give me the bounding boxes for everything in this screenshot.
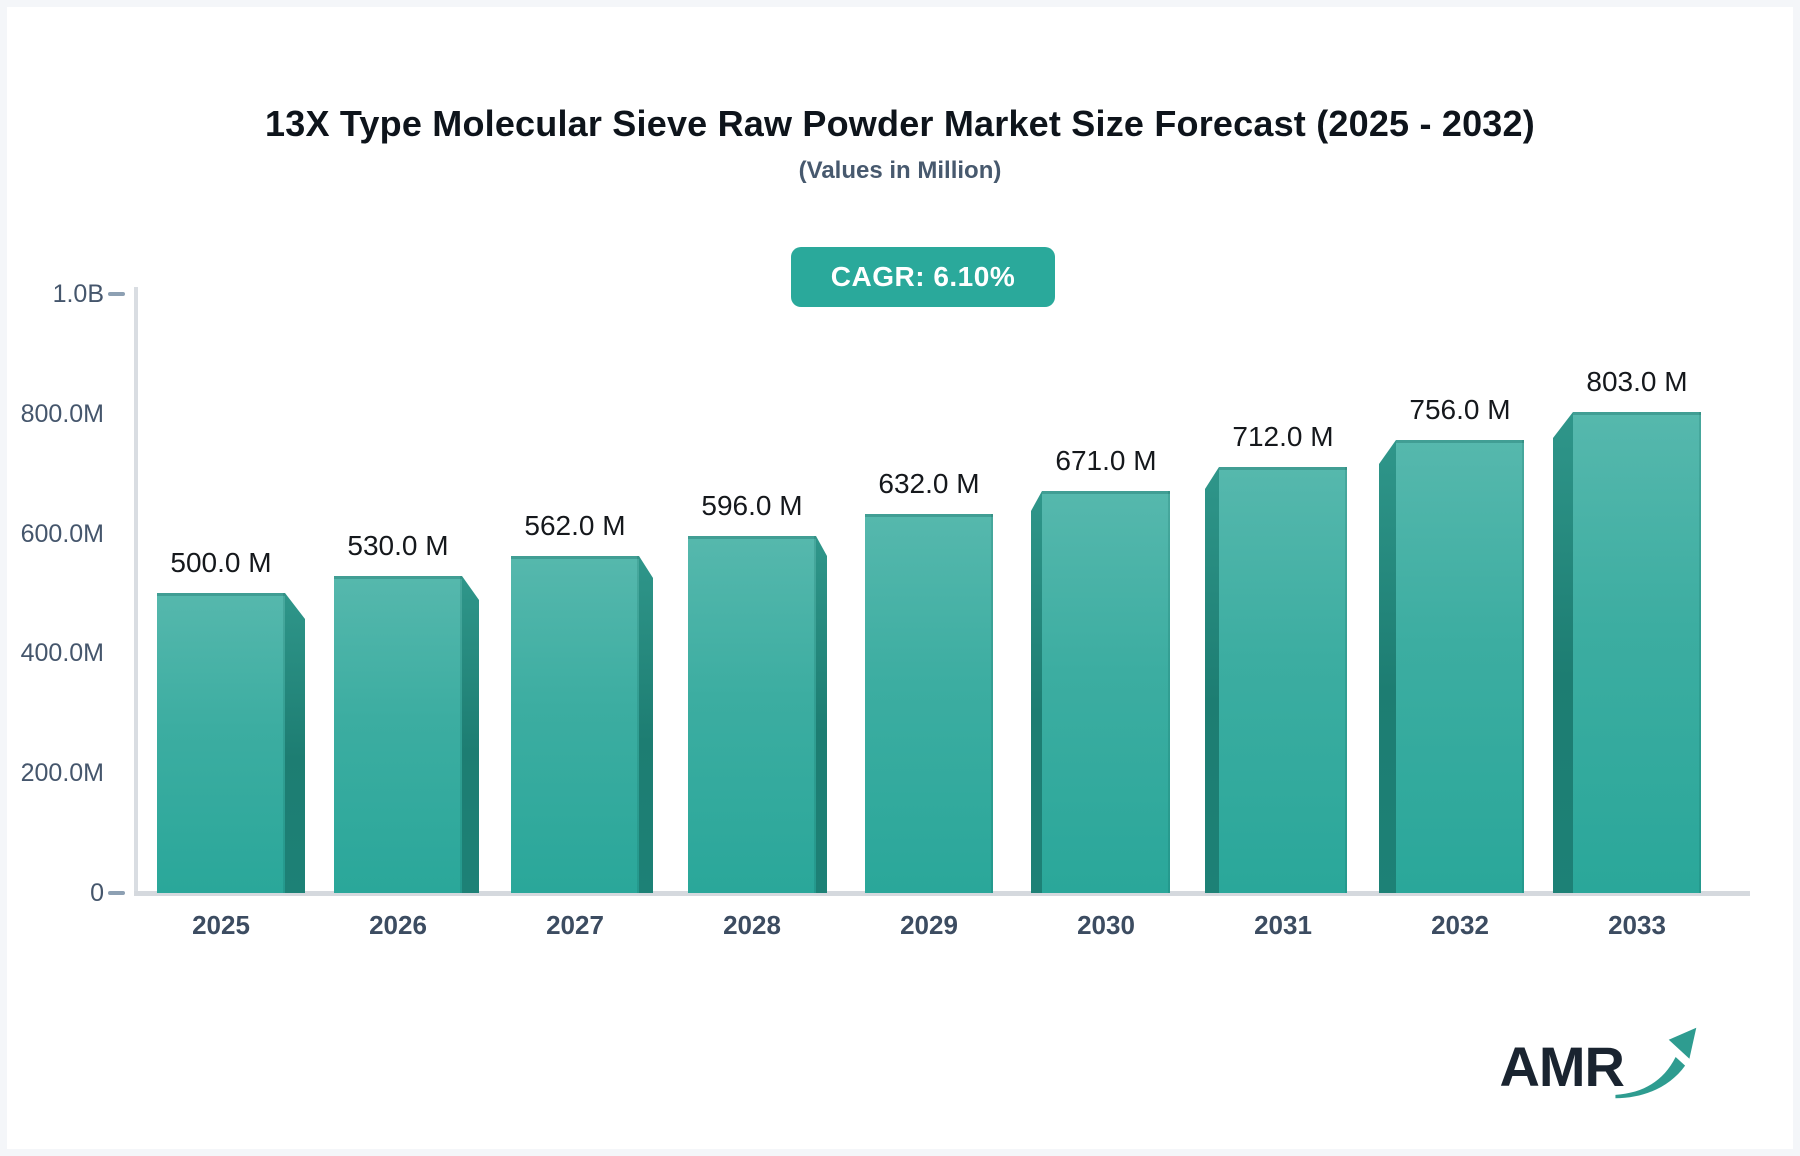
bar-value-label-2025: 500.0 M — [170, 547, 272, 578]
bar-2032 — [1396, 440, 1524, 893]
chart-title: 13X Type Molecular Sieve Raw Powder Mark… — [265, 103, 1535, 144]
bar-2025 — [157, 593, 285, 893]
bar-value-label-2031: 712.0 M — [1232, 421, 1334, 452]
x-tick-label-2030: 2030 — [1077, 910, 1135, 940]
bar-side-2026 — [462, 576, 479, 893]
x-tick-label-2027: 2027 — [546, 910, 604, 940]
cagr-badge: CAGR: 6.10% — [791, 247, 1055, 307]
bar-side-2033 — [1553, 412, 1573, 893]
bar-side-2032 — [1379, 440, 1396, 893]
x-tick-label-2029: 2029 — [900, 910, 958, 940]
bar-side-2027 — [639, 556, 653, 893]
bar-side-2028 — [816, 536, 827, 893]
bar-value-label-2030: 671.0 M — [1055, 445, 1157, 476]
y-tick-label-400.0M: 400.0M — [20, 639, 104, 668]
bar-2030 — [1042, 491, 1170, 893]
x-tick-label-2028: 2028 — [723, 910, 781, 940]
y-tick-label-800.0M: 800.0M — [20, 399, 104, 428]
y-tick-label-0: 0 — [90, 879, 104, 907]
x-axis-line — [134, 891, 1750, 896]
bar-value-label-2033: 803.0 M — [1586, 366, 1688, 397]
y-tick-label-600.0M: 600.0M — [20, 519, 104, 548]
y-tick-label-1.0B: 1.0B — [52, 280, 104, 308]
bar-value-label-2027: 562.0 M — [524, 510, 626, 541]
growth-arrow-icon — [1615, 1027, 1697, 1099]
bar-2026 — [334, 576, 462, 893]
amr-logo: AMR — [1499, 1027, 1698, 1101]
y-tick-dash-0 — [108, 891, 125, 895]
bar-2028 — [688, 536, 816, 893]
bar-side-2031 — [1205, 467, 1219, 893]
bar-side-2030 — [1031, 491, 1042, 893]
x-tick-label-2033: 2033 — [1608, 910, 1666, 940]
bar-2033 — [1573, 412, 1701, 893]
bar-value-label-2029: 632.0 M — [878, 468, 980, 499]
bar-value-label-2032: 756.0 M — [1409, 394, 1511, 425]
x-tick-label-2026: 2026 — [369, 910, 427, 940]
y-axis-line — [134, 287, 138, 895]
x-tick-label-2031: 2031 — [1254, 910, 1312, 940]
bar-value-label-2028: 596.0 M — [701, 490, 803, 521]
x-tick-label-2025: 2025 — [192, 910, 250, 940]
y-tick-label-200.0M: 200.0M — [20, 759, 104, 788]
bar-side-2025 — [285, 593, 305, 893]
x-tick-label-2032: 2032 — [1431, 910, 1489, 940]
bar-2031 — [1219, 467, 1347, 893]
bar-2027 — [511, 556, 639, 893]
amr-logo-text: AMR — [1499, 1034, 1625, 1098]
bar-chart-plot: 0 200.0M 400.0M 600.0M 800.0M 1.0B 500.0 M 202… — [7, 7, 1793, 1149]
bar-2029 — [865, 514, 993, 893]
bar-value-label-2026: 530.0 M — [347, 530, 449, 561]
chart-card: 13X Type Molecular Sieve Raw Powder Mark… — [7, 7, 1793, 1149]
y-tick-dash-1.0B — [108, 292, 125, 296]
chart-subtitle: (Values in Million) — [798, 157, 1002, 184]
